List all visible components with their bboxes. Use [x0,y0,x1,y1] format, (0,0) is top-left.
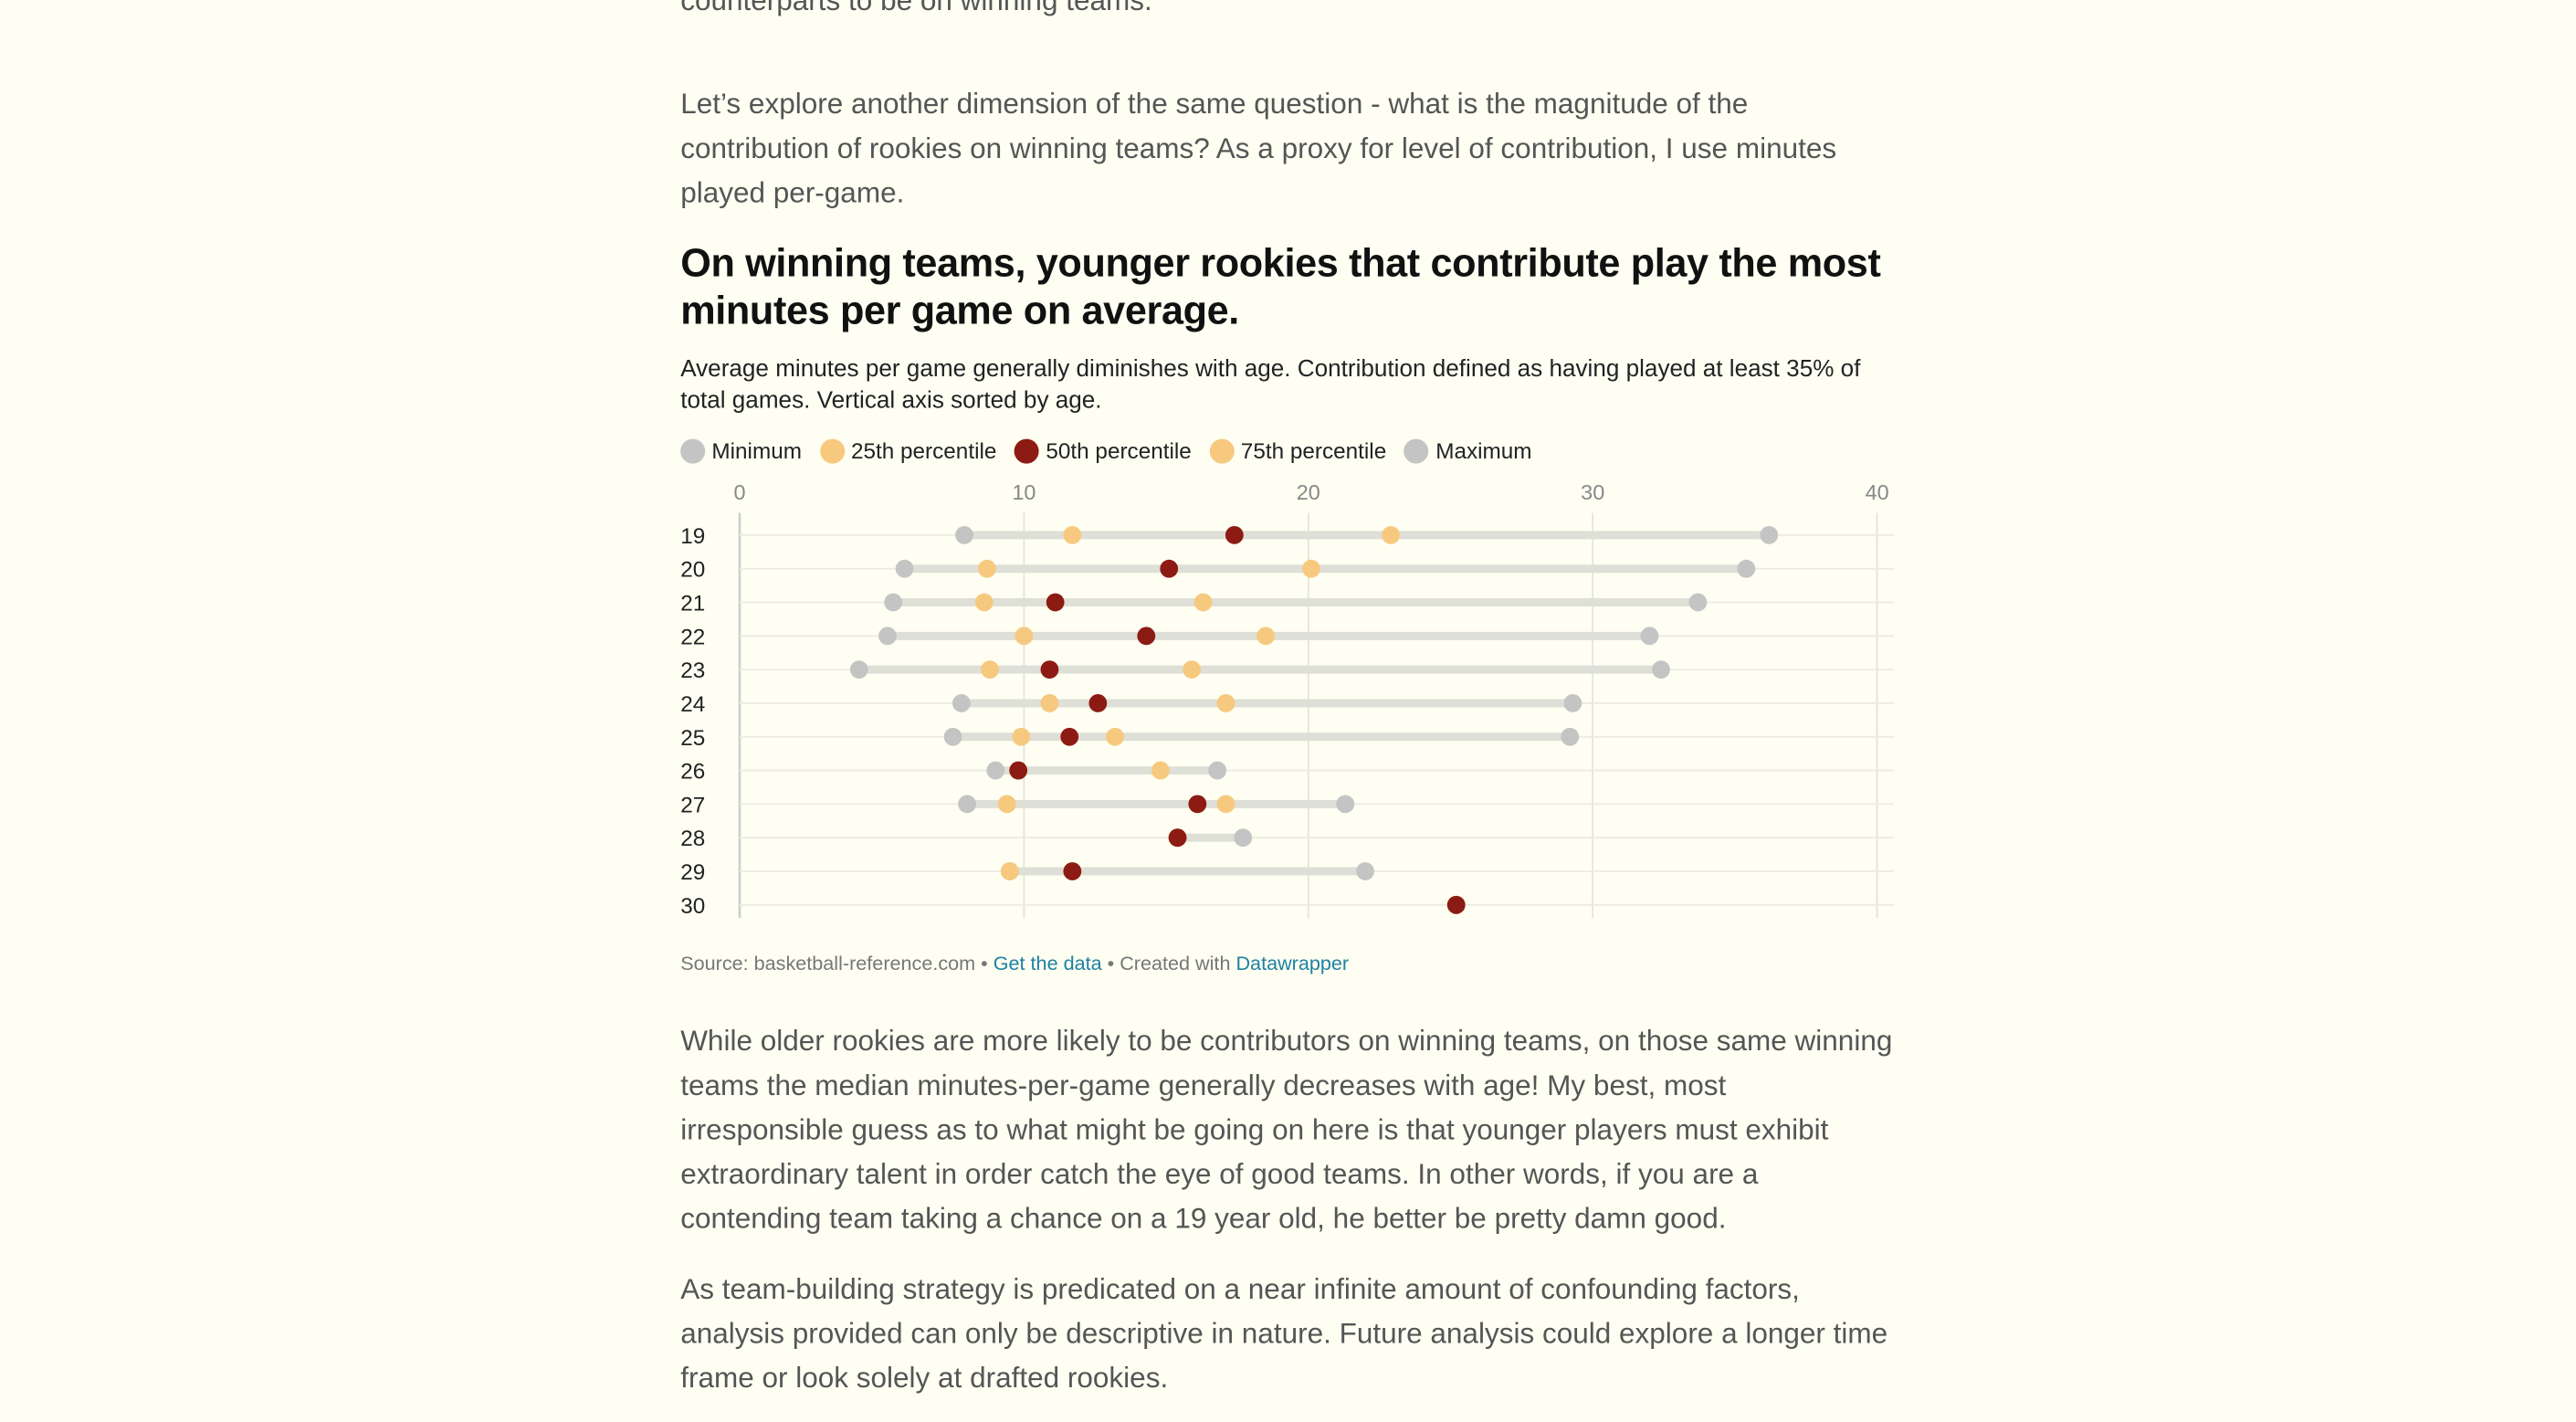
dot-min-age-19 [955,526,973,544]
dot-p75-age-26 [1151,761,1170,780]
x-tick-label: 30 [1581,480,1604,504]
dot-p75-age-27 [1216,795,1235,814]
dot-min-age-24 [952,694,971,712]
dot-p50-age-19 [1225,526,1244,544]
dot-p25-age-23 [981,660,999,679]
dot-p75-age-24 [1216,694,1235,712]
dot-min-age-20 [895,559,914,578]
dot-p50-age-21 [1046,593,1065,612]
dot-min-age-25 [943,727,962,746]
legend-label-p25: 25th percentile [850,437,997,463]
dot-p25-age-29 [1000,862,1019,880]
y-tick-label: 25 [680,726,705,751]
dot-max-age-20 [1737,559,1756,578]
legend-label-p75: 75th percentile [1240,437,1387,463]
legend-item-p25: 25th percentile [819,437,997,463]
y-tick-label: 24 [680,692,705,717]
y-tick-label: 29 [680,860,705,885]
dot-max-age-22 [1640,627,1659,646]
dot-p50-age-23 [1040,660,1059,679]
legend-item-p75: 75th percentile [1209,437,1387,463]
dot-p25-age-19 [1063,526,1082,544]
dot-max-age-27 [1336,795,1355,814]
legend-item-max: Maximum [1404,437,1532,463]
outro-paragraph-1: While older rookies are more likely to b… [680,1024,1893,1235]
dot-p75-age-22 [1256,627,1275,646]
dot-max-age-28 [1234,828,1253,848]
dot-max-age-19 [1760,526,1779,544]
dot-max-age-24 [1563,694,1582,712]
y-tick-label: 26 [680,760,705,785]
dot-p75-age-20 [1302,559,1320,578]
legend-label-max: Maximum [1435,437,1532,463]
chart-plot: 0 10 20 30 40 19 20 21 22 23 24 25 26 27 28 29 30 [680,480,1894,919]
footer-separator: • [1101,952,1120,975]
dot-p75-age-23 [1183,660,1202,679]
dot-p25-age-27 [997,795,1016,814]
dot-p50-age-24 [1088,694,1108,712]
dot-max-age-21 [1688,593,1708,612]
chart-legend: Minimum 25th percentile 50th percentile 75t… [680,436,1897,465]
dot-p50-age-29 [1063,862,1082,880]
dot-p50-age-26 [1009,761,1028,780]
outro-paragraph-2: As team-building strategy is predicated … [680,1272,1888,1395]
get-the-data-link[interactable]: Get the data [993,952,1102,975]
legend-swatch-max [1404,437,1430,463]
dot-min-age-23 [849,660,868,679]
legend-item-min: Minimum [680,437,802,463]
source-text: Source: basketball-reference.com [680,952,976,975]
datawrapper-link[interactable]: Datawrapper [1235,952,1350,975]
intro-cut-text: counterparts to be on winning teams. [680,0,1152,16]
dot-max-age-25 [1561,727,1580,746]
dot-p50-age-28 [1168,828,1187,848]
y-tick-label: 19 [680,524,705,549]
chart-subtitle: Average minutes per game generally dimin… [680,356,1861,415]
x-tick-label: 20 [1297,480,1320,504]
x-tick-label: 10 [1012,480,1036,504]
y-tick-label: 28 [680,827,705,851]
dot-p25-age-25 [1012,727,1031,746]
chart-footer: Source: basketball-reference.com • Get t… [680,952,1349,974]
created-with-text: Created with [1120,952,1236,975]
chart-title: On winning teams, younger rookies that c… [680,241,1881,334]
intro-paragraph: Let’s explore another dimension of the s… [680,87,1837,209]
dot-min-age-27 [958,795,977,814]
dot-min-age-21 [884,593,903,612]
legend-swatch-p75 [1209,437,1235,463]
footer-separator: • [975,952,994,975]
legend-swatch-p50 [1015,437,1040,463]
dot-p75-age-21 [1193,593,1213,612]
y-tick-label: 23 [680,658,705,683]
legend-swatch-p25 [819,437,845,463]
dot-p25-age-22 [1015,627,1034,646]
dot-p50-age-22 [1137,627,1156,646]
dot-p25-age-21 [974,593,994,612]
legend-swatch-min [680,437,706,463]
legend-label-min: Minimum [711,437,802,463]
dot-p25-age-20 [978,559,996,578]
dot-p50-age-25 [1060,727,1079,746]
dot-p75-age-25 [1106,727,1124,746]
y-tick-label: 30 [680,894,705,919]
chart-container: On winning teams, younger rookies that c… [680,240,1897,974]
y-tick-label: 21 [680,592,705,616]
dot-min-age-22 [878,627,897,646]
dot-p50-age-27 [1188,795,1207,814]
legend-label-p50: 50th percentile [1046,437,1192,463]
dot-p75-age-19 [1382,526,1401,544]
dot-max-age-26 [1208,761,1227,780]
dot-p25-age-24 [1040,694,1059,712]
dot-max-age-29 [1356,862,1374,880]
y-tick-label: 27 [680,793,705,817]
y-tick-label: 22 [680,625,705,649]
x-tick-label: 40 [1866,480,1889,504]
x-tick-label: 0 [733,480,745,504]
dot-p50-age-20 [1160,559,1179,578]
legend-item-p50: 50th percentile [1015,437,1192,463]
dot-p50-age-30 [1446,895,1466,914]
y-tick-label: 20 [680,558,705,583]
dot-min-age-26 [986,761,1005,780]
dot-max-age-23 [1652,660,1670,679]
